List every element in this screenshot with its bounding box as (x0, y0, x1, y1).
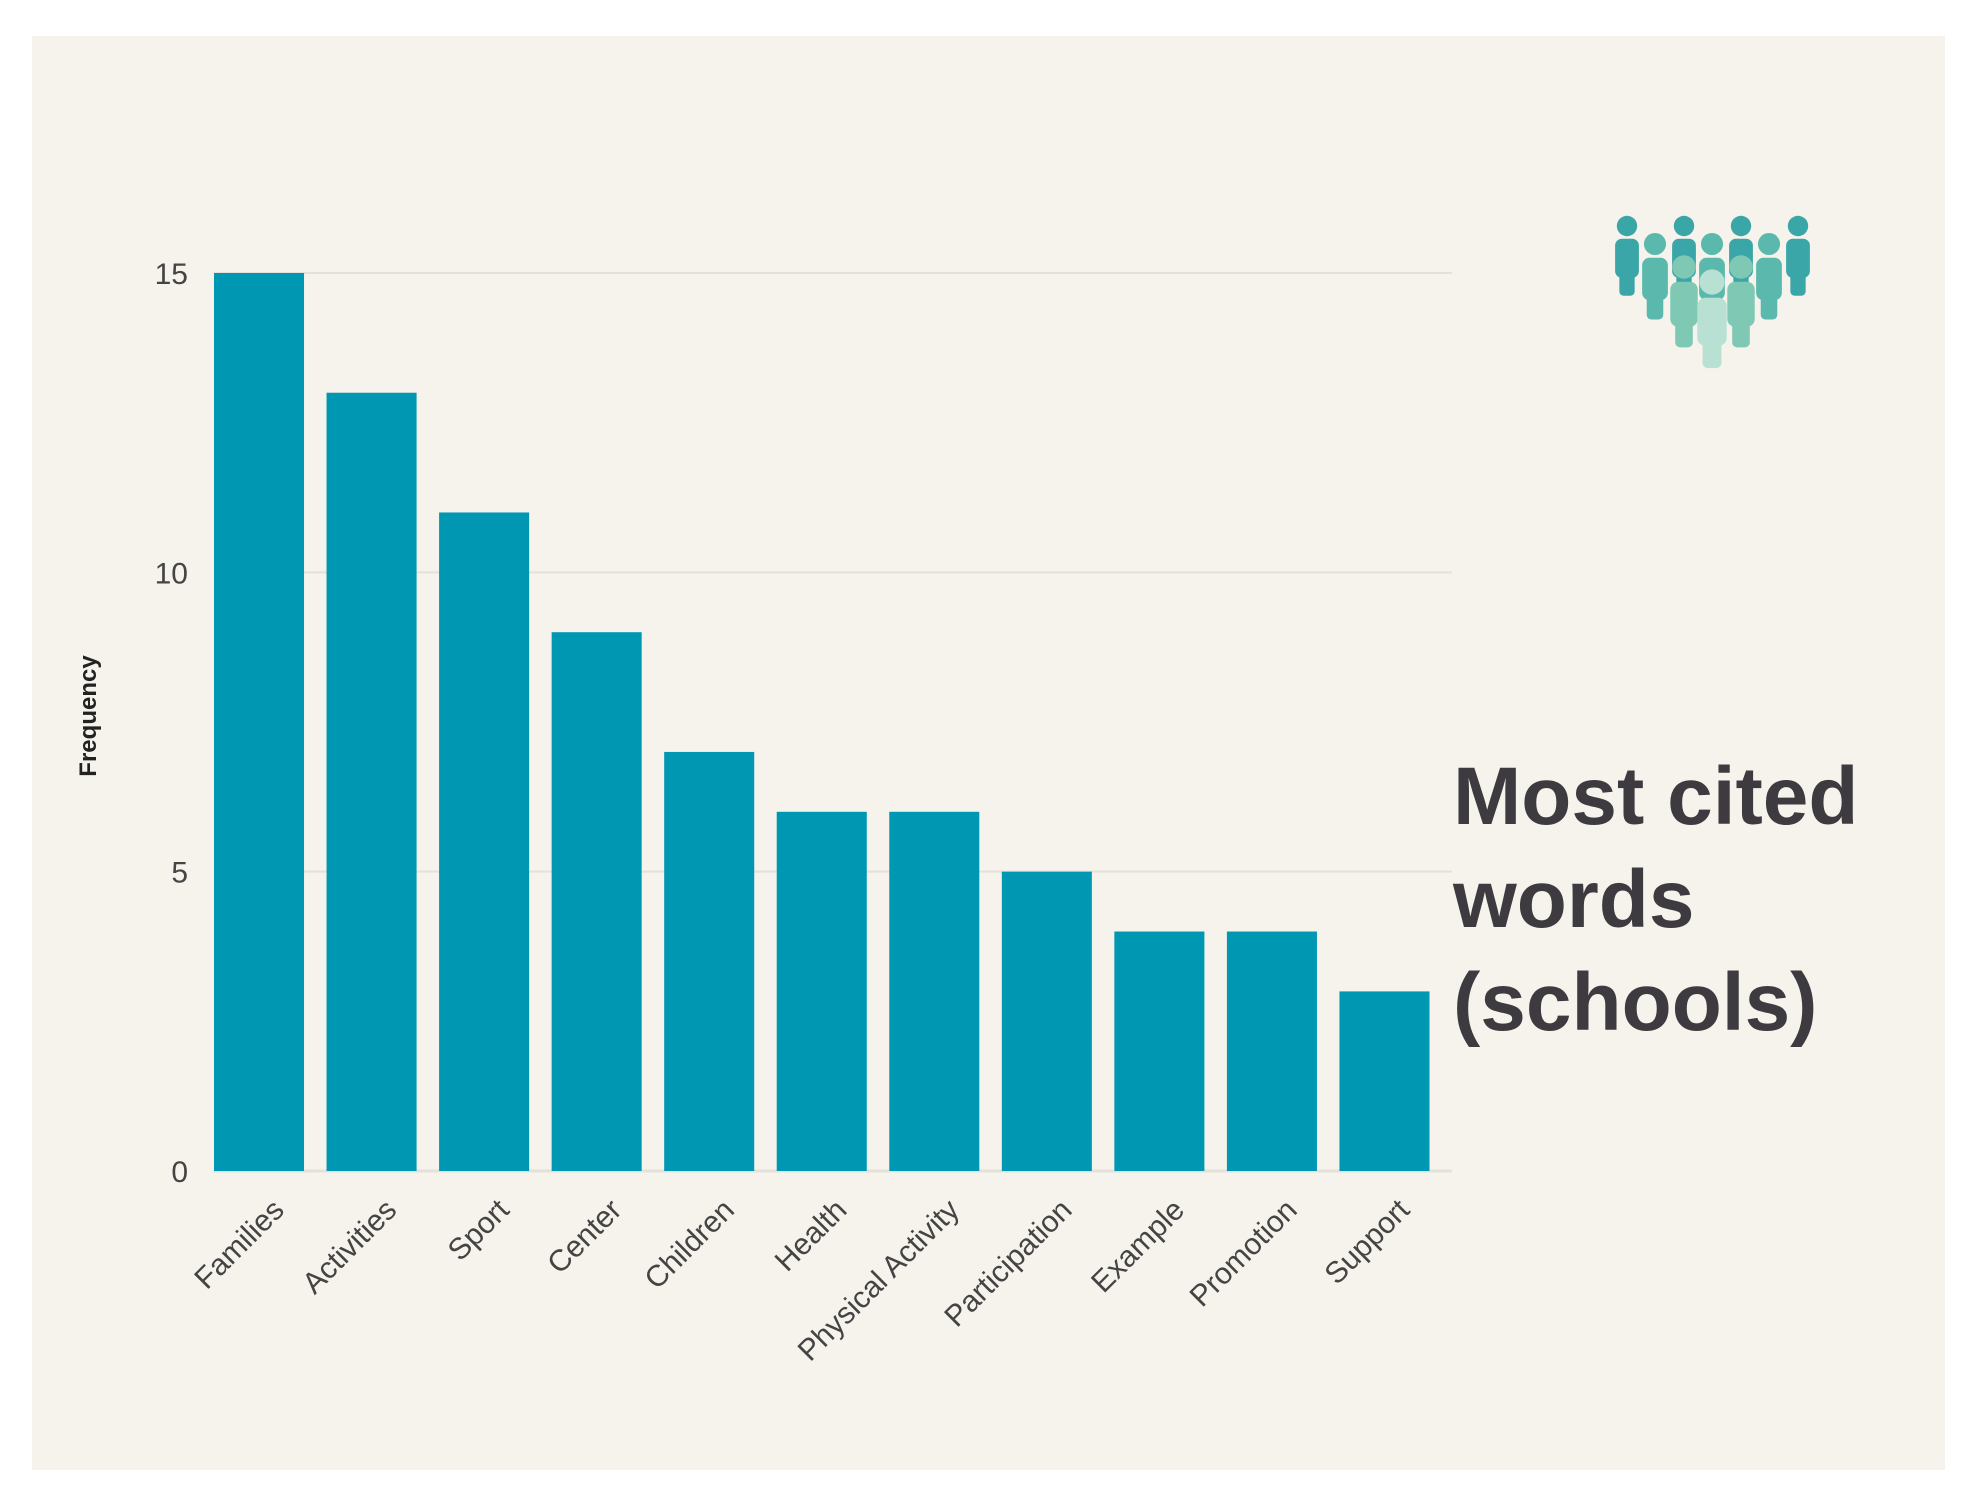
person-front (1697, 269, 1727, 369)
x-tick-label: Activities (296, 1193, 403, 1300)
bar-health (776, 811, 867, 1171)
person-back-0 (1615, 215, 1639, 296)
person-back-3 (1786, 215, 1810, 296)
person-mid-back-2 (1756, 232, 1782, 320)
chart-title-line-2: words (1453, 854, 1695, 945)
y-tick-label: 0 (171, 1156, 188, 1189)
x-tick-label: Support (1318, 1193, 1416, 1291)
person-mid-back-0 (1642, 232, 1668, 320)
x-tick-label: Children (639, 1193, 741, 1295)
person-mid-front-1 (1727, 255, 1755, 348)
bar-children (664, 751, 755, 1171)
y-tick-label: 10 (155, 557, 188, 590)
x-tick-label: Sport (442, 1193, 517, 1268)
chart-title-line-1: Most cited (1453, 751, 1859, 842)
bar-sport (439, 512, 530, 1171)
x-tick-label: Families (188, 1193, 290, 1295)
x-tick-label: Health (769, 1193, 854, 1278)
bar-physical-activity (889, 811, 980, 1171)
bar-promotion (1226, 931, 1317, 1171)
bar-support (1339, 991, 1430, 1171)
bar-chart: 0 5 10 15 Families Activities Sport Center Chil… (75, 258, 1452, 1368)
x-tick-label: Example (1085, 1193, 1191, 1299)
bar-example (1114, 931, 1205, 1171)
y-axis-label: Frequency (75, 655, 102, 777)
y-tick-label: 5 (171, 857, 188, 890)
x-tick-labels: Families Activities Sport Center Children Hea… (188, 1193, 1416, 1368)
bar-families (214, 273, 305, 1171)
chart-title-line-3: (schools) (1453, 957, 1818, 1048)
bar-participation (1001, 871, 1092, 1171)
x-tick-label: Promotion (1184, 1193, 1304, 1313)
y-tick-label: 15 (155, 258, 188, 291)
x-tick-label: Center (541, 1193, 628, 1280)
y-tick-labels: 0 5 10 15 (155, 258, 188, 1189)
bars (214, 273, 1430, 1171)
bar-activities (326, 392, 417, 1171)
person-mid-front-0 (1670, 255, 1698, 348)
people-group-icon (1615, 215, 1810, 369)
chart-panel: 0 5 10 15 Families Activities Sport Center Chil… (32, 36, 1945, 1470)
chart-title: Most cited words (schools) (1453, 745, 1913, 1054)
bar-center (551, 632, 642, 1171)
